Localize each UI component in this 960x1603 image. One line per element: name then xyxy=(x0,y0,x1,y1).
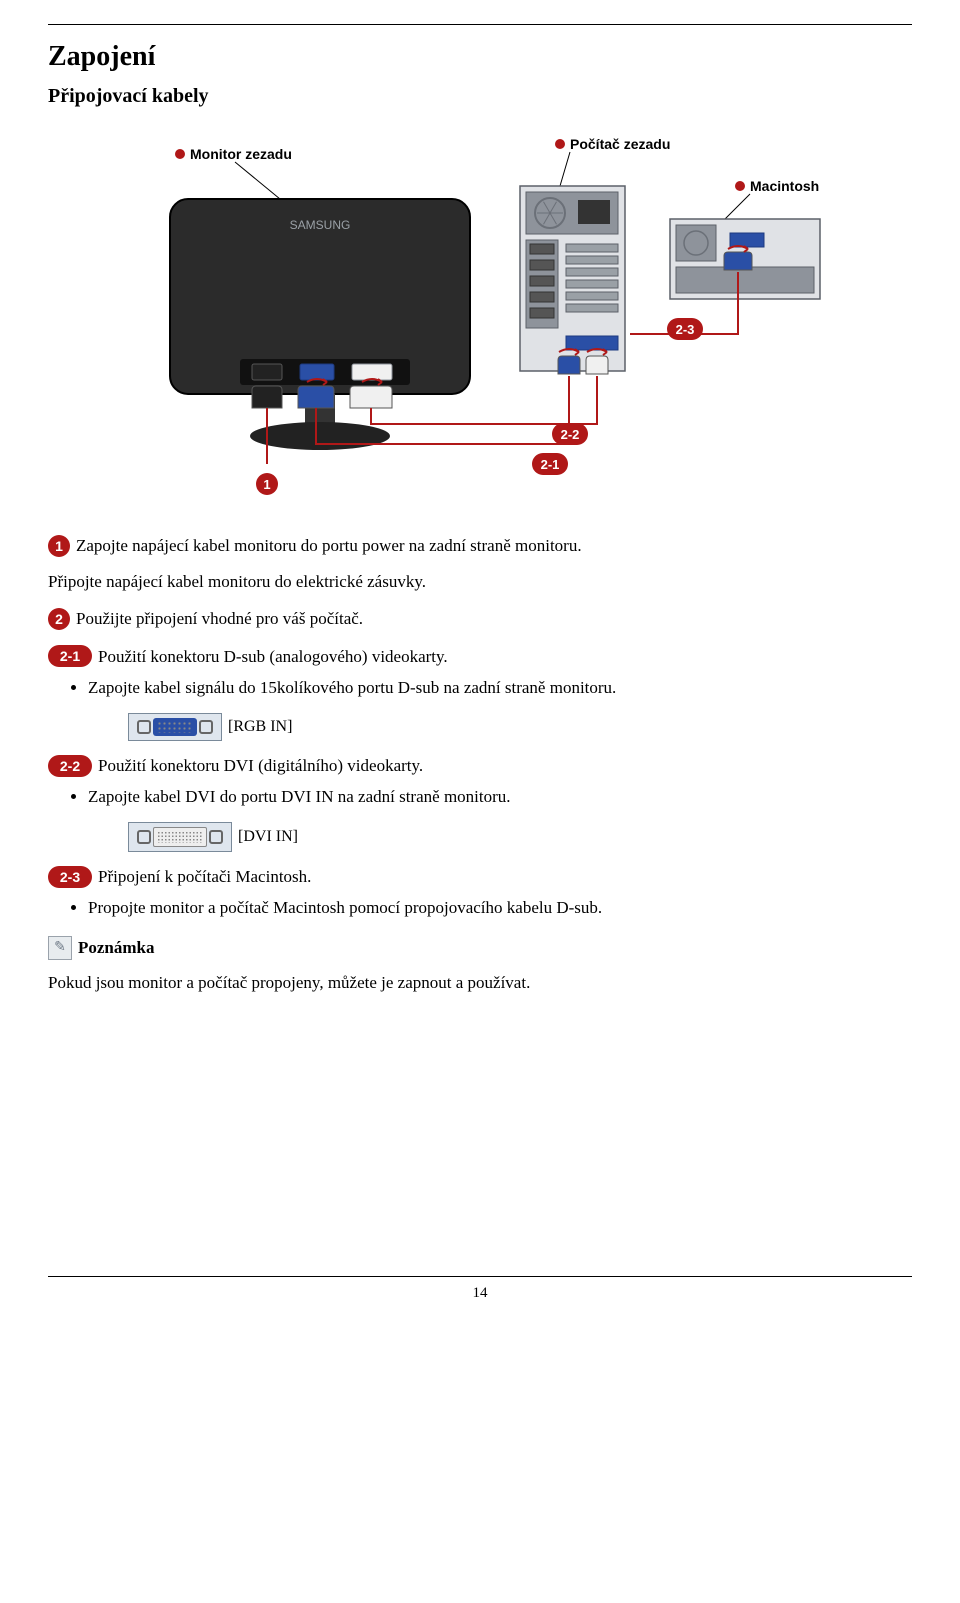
dvi-port-icon xyxy=(128,822,232,852)
step-22-list: Zapojte kabel DVI do portu DVI IN na zad… xyxy=(48,784,912,810)
step-1-line: 1 Zapojte napájecí kabel monitoru do por… xyxy=(48,533,912,559)
svg-text:Monitor zezadu: Monitor zezadu xyxy=(190,146,292,162)
note-label: Poznámka xyxy=(78,935,155,961)
step-22-bullet: Zapojte kabel DVI do portu DVI IN na zad… xyxy=(88,784,912,810)
step-1-text-a: Zapojte napájecí kabel monitoru do portu… xyxy=(76,533,582,559)
svg-text:2-1: 2-1 xyxy=(541,457,560,472)
step-22-badge: 2-2 xyxy=(48,755,92,777)
dvi-port-label: [DVI IN] xyxy=(238,828,298,846)
svg-text:2-2: 2-2 xyxy=(561,427,580,442)
svg-text:Macintosh: Macintosh xyxy=(750,178,819,194)
step-21-text: Použití konektoru D-sub (analogového) vi… xyxy=(98,644,448,670)
top-rule xyxy=(48,24,912,25)
dvi-port-line: [DVI IN] xyxy=(128,822,912,852)
bottom-rule xyxy=(48,1276,912,1277)
page-subtitle: Připojovací kabely xyxy=(48,85,912,108)
step-23-line: 2-3 Připojení k počítači Macintosh. xyxy=(48,864,912,890)
svg-text:2-3: 2-3 xyxy=(676,322,695,337)
step-23-badge: 2-3 xyxy=(48,866,92,888)
note-icon: ✎ xyxy=(48,936,72,960)
page-title: Zapojení xyxy=(48,41,912,73)
connection-diagram: Monitor zezadu Počítač zezadu Macintosh SAM… xyxy=(48,124,912,509)
step-23-list: Propojte monitor a počítač Macintosh pom… xyxy=(48,895,912,921)
diagram-svg: Monitor zezadu Počítač zezadu Macintosh SAM… xyxy=(130,124,830,504)
step-23-bullet: Propojte monitor a počítač Macintosh pom… xyxy=(88,895,912,921)
rgb-port-label: [RGB IN] xyxy=(228,718,292,736)
step-22-text: Použití konektoru DVI (digitálního) vide… xyxy=(98,753,423,779)
svg-text:Počítač zezadu: Počítač zezadu xyxy=(570,136,670,152)
step-1-badge: 1 xyxy=(48,535,70,557)
note-text: Pokud jsou monitor a počítač propojeny, … xyxy=(48,970,912,996)
step-2-line: 2 Použijte připojení vhodné pro váš počí… xyxy=(48,606,912,632)
page-number: 14 xyxy=(48,1285,912,1302)
rgb-port-line: [RGB IN] xyxy=(128,713,912,741)
step-21-line: 2-1 Použití konektoru D-sub (analogového… xyxy=(48,644,912,670)
step-2-badge: 2 xyxy=(48,608,70,630)
step-21-badge: 2-1 xyxy=(48,645,92,667)
step-21-bullet: Zapojte kabel signálu do 15kolíkového po… xyxy=(88,675,912,701)
step-21-list: Zapojte kabel signálu do 15kolíkového po… xyxy=(48,675,912,701)
rgb-port-icon xyxy=(128,713,222,741)
note-line: ✎ Poznámka xyxy=(48,935,912,961)
step-23-text: Připojení k počítači Macintosh. xyxy=(98,864,311,890)
step-1-text-b: Připojte napájecí kabel monitoru do elek… xyxy=(48,569,912,595)
step-2-text: Použijte připojení vhodné pro váš počíta… xyxy=(76,606,363,632)
svg-text:SAMSUNG: SAMSUNG xyxy=(290,218,351,232)
svg-text:1: 1 xyxy=(263,477,270,492)
step-22-line: 2-2 Použití konektoru DVI (digitálního) … xyxy=(48,753,912,779)
